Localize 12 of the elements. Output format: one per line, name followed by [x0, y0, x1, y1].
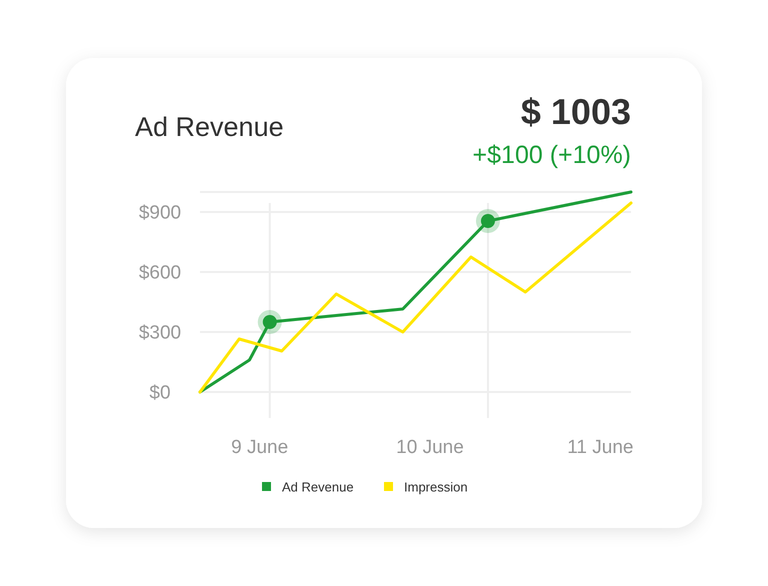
y-tick-label: $0: [149, 382, 171, 404]
text: +$100 (+10%): [472, 141, 631, 169]
x-tick-label: 9 June: [231, 437, 288, 458]
x-tick-label: 11 June: [567, 437, 634, 458]
y-tick-label: $900: [138, 202, 182, 224]
y-tick-label: $300: [138, 322, 182, 344]
text: $ 1003: [520, 91, 631, 132]
legend-label: Ad Revenue: [282, 480, 354, 495]
y-tick-label: $600: [138, 262, 182, 284]
x-tick-label: 10 June: [396, 437, 464, 458]
chart-title: Ad Revenue: [135, 112, 284, 142]
legend-label: Impression: [404, 480, 468, 495]
